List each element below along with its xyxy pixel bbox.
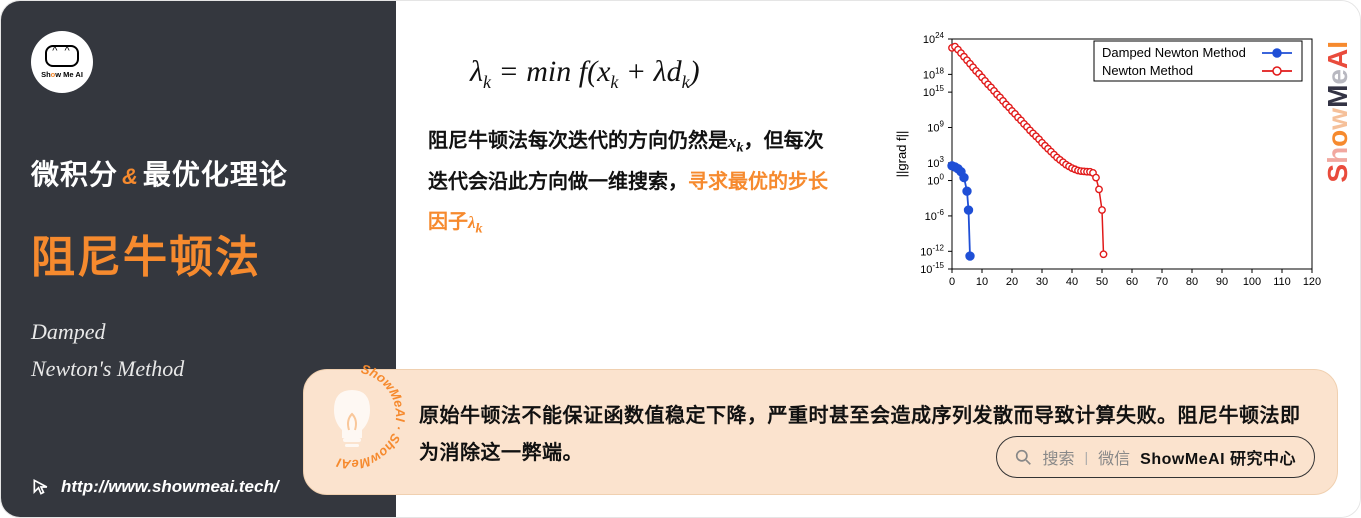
search-pill[interactable]: 搜索 | 微信 ShowMeAI 研究中心 [996,436,1315,478]
subject-line: 微积分&最优化理论 [31,153,366,193]
svg-text:40: 40 [1066,276,1078,288]
convergence-chart: 10-15 10-12 10-6 100 103 109 1015 1018 1024 0 10 20… [892,29,1332,299]
subtitle-line1: Damped [31,313,366,350]
info-card: Show Me AI 微积分&最优化理论 阻尼牛顿法 Damped Newton… [0,0,1361,518]
logo-badge: Show Me AI [31,31,93,93]
svg-text:80: 80 [1186,276,1198,288]
svg-text:60: 60 [1126,276,1138,288]
svg-text:30: 30 [1036,276,1048,288]
logo-face-icon [45,45,79,67]
page-title: 阻尼牛顿法 [31,221,366,285]
svg-text:109: 109 [927,119,944,134]
lightbulb-icon: ShowMeAI · ShowMeAI [298,362,406,470]
description: 阻尼牛顿法每次迭代的方向仍然是xk，但每次迭代会沿此方向做一维搜索，寻求最优的步… [428,121,828,242]
svg-text:10-12: 10-12 [920,243,944,258]
logo-text: Show Me AI [41,70,83,79]
svg-text:||grad f||: ||grad f|| [894,131,909,178]
svg-text:103: 103 [927,155,944,170]
search-icon [1015,449,1032,466]
svg-text:70: 70 [1156,276,1168,288]
pill-separator: | [1085,449,1089,465]
svg-text:20: 20 [1006,276,1018,288]
svg-text:50: 50 [1096,276,1108,288]
svg-text:90: 90 [1216,276,1228,288]
search-label: 搜索 [1042,445,1074,469]
wechat-label: 微信 [1098,445,1130,469]
url-text: http://www.showmeai.tech/ [61,477,279,497]
ampersand-icon: & [122,164,139,189]
svg-text:1018: 1018 [923,66,945,81]
cursor-icon [31,477,51,497]
svg-text:110: 110 [1273,276,1291,288]
chart-svg: 10-15 10-12 10-6 100 103 109 1015 1018 1024 0 10 20… [892,29,1332,299]
svg-text:Damped Newton Method: Damped Newton Method [1102,45,1246,60]
svg-text:0: 0 [949,276,955,288]
formula: λk = min f(xk + λdk) [470,55,882,93]
svg-text:Newton Method: Newton Method [1102,63,1193,78]
svg-text:120: 120 [1303,276,1321,288]
subject-post: 最优化理论 [143,159,288,190]
subject-pre: 微积分 [31,159,118,190]
svg-text:1024: 1024 [923,31,945,46]
pill-brand: ShowMeAI 研究中心 [1140,445,1296,469]
svg-text:10-15: 10-15 [920,261,944,276]
svg-text:100: 100 [927,173,944,188]
note-box: ShowMeAI · ShowMeAI 原始牛顿法不能保证函数值稳定下降，严重时… [303,369,1338,495]
svg-text:1015: 1015 [923,84,945,99]
svg-text:100: 100 [1243,276,1261,288]
svg-text:10: 10 [976,276,988,288]
svg-text:10-6: 10-6 [925,208,945,223]
vertical-brand-text: ShowMeAI [1322,41,1354,183]
